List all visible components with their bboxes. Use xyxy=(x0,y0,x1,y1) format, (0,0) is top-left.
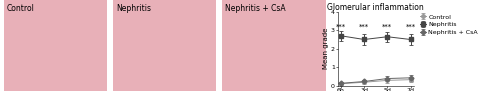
Legend: Control, Nephritis, Nephritis + CsA: Control, Nephritis, Nephritis + CsA xyxy=(420,14,478,36)
Text: ***: *** xyxy=(336,23,346,29)
Text: Nephritis + CsA: Nephritis + CsA xyxy=(226,4,286,13)
Text: ***: *** xyxy=(406,23,415,29)
Text: Nephritis: Nephritis xyxy=(116,4,152,13)
Text: ***: *** xyxy=(382,23,392,29)
Text: Control: Control xyxy=(7,4,35,13)
Text: ***: *** xyxy=(359,23,369,29)
Y-axis label: Mean grade: Mean grade xyxy=(324,28,330,69)
Title: Glomerular inflammation: Glomerular inflammation xyxy=(328,3,424,12)
